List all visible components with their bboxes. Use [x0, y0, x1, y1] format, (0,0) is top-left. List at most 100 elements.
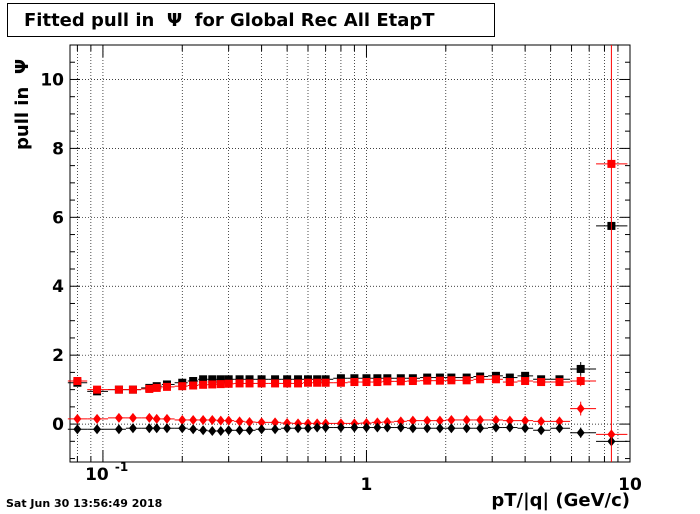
data-point-square: [505, 373, 514, 382]
data-point-square: [152, 383, 161, 392]
data-point-square: [145, 384, 154, 393]
chart-title-box: Fitted pull in Ψ for Global Rec All Etap…: [7, 3, 495, 37]
data-point-diamond: [114, 424, 123, 435]
data-point-diamond: [362, 422, 371, 433]
data-point-diamond: [245, 417, 254, 428]
data-point-square: [521, 371, 530, 380]
data-point-diamond: [537, 416, 546, 427]
data-point-square: [93, 385, 102, 394]
data-point-square: [362, 378, 371, 387]
data-point-diamond: [505, 422, 514, 433]
data-point-diamond: [435, 423, 444, 434]
data-point-diamond: [216, 415, 225, 426]
data-point-diamond: [576, 403, 585, 414]
data-point-square: [245, 375, 254, 384]
data-point-square: [271, 379, 280, 388]
data-point-diamond: [396, 422, 405, 433]
x-axis-label: pT/|q| (GeV/c): [491, 490, 630, 511]
data-point-diamond: [199, 414, 208, 425]
data-point-diamond: [257, 417, 266, 428]
data-point-square: [208, 375, 217, 384]
data-point-square: [373, 378, 382, 387]
data-point-diamond: [152, 423, 161, 434]
data-point-diamond: [447, 423, 456, 434]
data-point-diamond: [408, 415, 417, 426]
y-tick-label: 10: [40, 70, 64, 90]
data-point-diamond: [178, 414, 187, 425]
y-tick-label: 6: [52, 208, 64, 228]
x-tick-label-exponent: -1: [115, 460, 128, 474]
data-point-square: [321, 378, 330, 387]
data-point-diamond: [271, 424, 280, 435]
data-point-diamond: [505, 415, 514, 426]
data-point-diamond: [199, 425, 208, 436]
data-point-square: [178, 382, 187, 391]
data-point-diamond: [73, 424, 82, 435]
data-point-square: [208, 380, 217, 389]
data-point-diamond: [178, 423, 187, 434]
data-point-square: [235, 379, 244, 388]
y-tick-label: 8: [52, 139, 64, 159]
y-tick-label: 2: [52, 346, 64, 366]
x-tick-label: 10: [618, 475, 642, 495]
data-point-diamond: [521, 423, 530, 434]
data-point-diamond: [145, 423, 154, 434]
data-point-diamond: [245, 425, 254, 436]
data-point-square: [199, 380, 208, 389]
data-point-diamond: [152, 413, 161, 424]
data-point-diamond: [283, 418, 292, 429]
data-point-diamond: [423, 423, 432, 434]
data-point-square: [283, 375, 292, 384]
data-point-square: [396, 377, 405, 386]
data-point-diamond: [93, 424, 102, 435]
data-point-square: [283, 379, 292, 388]
data-point-square: [271, 375, 280, 384]
data-point-square: [555, 378, 564, 387]
data-point-square: [235, 375, 244, 384]
data-point-square: [294, 375, 303, 384]
data-point-diamond: [235, 425, 244, 436]
data-point-square: [73, 377, 82, 386]
data-point-diamond: [396, 416, 405, 427]
data-point-square: [216, 380, 225, 389]
data-point-diamond: [383, 422, 392, 433]
data-point-diamond: [555, 423, 564, 434]
data-point-square: [128, 385, 137, 394]
data-point-diamond: [271, 417, 280, 428]
data-point-diamond: [491, 422, 500, 433]
data-point-square: [505, 378, 514, 387]
data-point-square: [162, 382, 171, 391]
x-tick-label: 10: [85, 465, 109, 485]
data-point-diamond: [373, 417, 382, 428]
data-point-square: [537, 378, 546, 387]
data-point-square: [114, 385, 123, 394]
data-point-diamond: [114, 412, 123, 423]
data-point-diamond: [383, 417, 392, 428]
data-point-square: [408, 377, 417, 386]
data-point-diamond: [93, 413, 102, 424]
data-point-diamond: [162, 413, 171, 424]
data-point-diamond: [216, 425, 225, 436]
data-point-square: [447, 376, 456, 385]
data-point-diamond: [336, 422, 345, 433]
data-point-diamond: [313, 422, 322, 433]
data-point-square: [294, 379, 303, 388]
data-point-diamond: [373, 422, 382, 433]
data-point-square: [224, 379, 233, 388]
data-point-square: [189, 377, 198, 386]
data-point-diamond: [73, 413, 82, 424]
data-point-diamond: [423, 415, 432, 426]
data-point-square: [435, 376, 444, 385]
data-point-square: [199, 375, 208, 384]
data-point-square: [476, 375, 485, 384]
data-point-diamond: [189, 424, 198, 435]
data-point-diamond: [462, 414, 471, 425]
data-point-diamond: [447, 414, 456, 425]
data-point-diamond: [462, 423, 471, 434]
y-axis-label: pull in Ψ: [12, 58, 33, 150]
data-point-square: [216, 375, 225, 384]
data-point-diamond: [283, 423, 292, 434]
data-point-square: [336, 374, 345, 383]
data-point-diamond: [294, 423, 303, 434]
chart-title: Fitted pull in Ψ for Global Rec All Etap…: [24, 10, 435, 31]
